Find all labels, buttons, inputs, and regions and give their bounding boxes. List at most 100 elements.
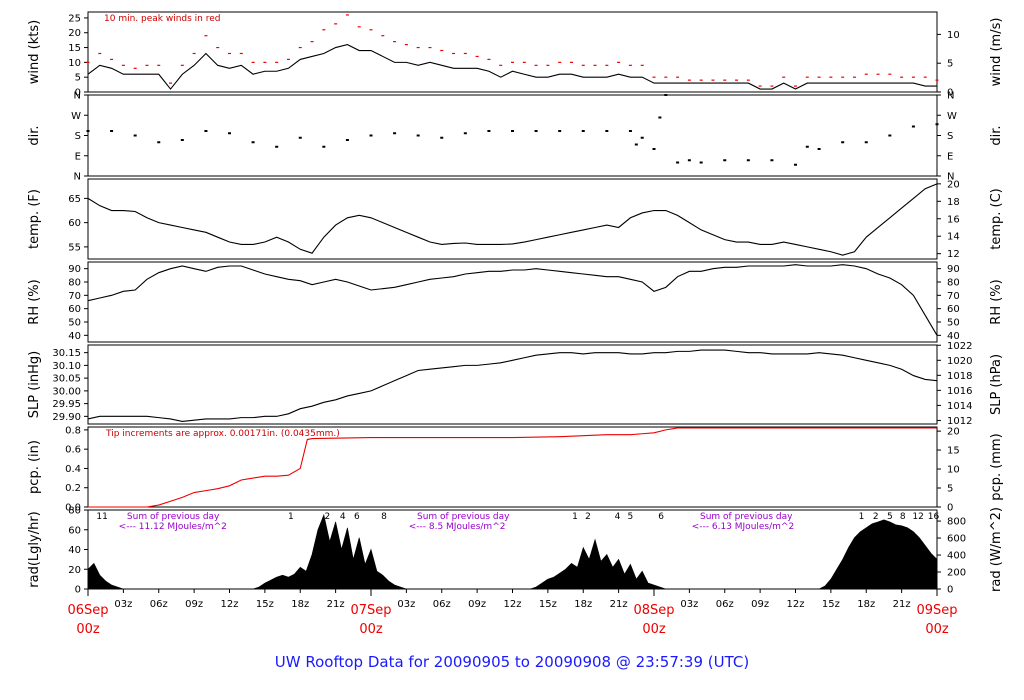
dir-point — [664, 94, 668, 96]
dir-point — [605, 130, 609, 132]
hour-tick-label: 03z — [680, 599, 698, 610]
dir-point — [204, 130, 208, 132]
rh-right-tick-label: 50 — [947, 318, 960, 329]
pcp-left-tick-label: 0.2 — [65, 483, 81, 494]
hour-tick-label: 12z — [221, 599, 239, 610]
day-hour-label: 00z — [76, 622, 100, 637]
rh-left-tick-label: 60 — [68, 304, 81, 315]
day-label: 06Sep — [67, 603, 108, 618]
dir-point — [110, 130, 114, 132]
dir-point — [440, 136, 444, 139]
rad-annotation: 1 — [288, 512, 294, 522]
rh-left-tick-label: 40 — [68, 331, 81, 342]
hour-tick-label: 03z — [397, 599, 415, 610]
rad-annotation: 5 — [887, 512, 893, 522]
dir-point — [298, 136, 302, 139]
dir-point — [345, 139, 349, 141]
hour-tick-label: 12z — [504, 599, 522, 610]
wind-right-tick-label: 5 — [947, 59, 953, 70]
temp-right-tick-label: 16 — [947, 214, 960, 225]
slp-right-tick-label: 1018 — [947, 371, 972, 382]
dir-point — [658, 116, 662, 119]
rad-annotation: 16 — [928, 512, 940, 522]
rh-right-tick-label: 60 — [947, 304, 960, 315]
rh-right-tick-label: 70 — [947, 291, 960, 302]
hour-tick-label: 21z — [893, 599, 911, 610]
rh-right-tick-label: 90 — [947, 264, 960, 275]
slp-right-tick-label: 1022 — [947, 341, 972, 352]
temp-ylabel-right: temp. (C) — [989, 188, 1004, 250]
wind-ylabel: wind (kts) — [27, 20, 42, 84]
figure-title: UW Rooftop Data for 20090905 to 20090908… — [275, 653, 749, 671]
dir-left-tick-label: S — [75, 131, 81, 142]
rad-right-tick-label: 400 — [947, 551, 966, 562]
dir-left-tick-label: N — [74, 172, 81, 183]
dir-point — [487, 130, 491, 132]
dir-right-tick-label: S — [947, 131, 953, 142]
rh-series-line — [87, 264, 938, 336]
slp-left-tick-label: 29.95 — [52, 399, 81, 410]
temp-left-tick-label: 55 — [68, 242, 81, 253]
rh-right-tick-label: 80 — [947, 278, 960, 289]
rad-annotation: 1 — [859, 512, 865, 522]
slp-right-tick-label: 1016 — [947, 386, 972, 397]
day-hour-label: 00z — [925, 622, 949, 637]
dir-point — [275, 145, 279, 148]
rh-frame — [87, 261, 938, 343]
rad-annotation: 8 — [381, 512, 387, 522]
pcp-panel: 0.0 0.2 0.4 0.6 0.8 0 5 10 15 20 pcp. (in) pcp. (mm… — [27, 425, 1004, 513]
rh-ylabel: RH (%) — [27, 279, 42, 324]
hour-tick-label: 15z — [539, 599, 557, 610]
wind-right-tick-label: 10 — [947, 30, 960, 41]
slp-left-tick-label: 29.90 — [52, 412, 81, 423]
dir-point — [699, 161, 703, 164]
dir-left-tick-label: W — [71, 111, 81, 122]
slp-left-tick-label: 30.00 — [52, 386, 81, 397]
rad-right-tick-label: 600 — [947, 534, 966, 545]
temp-panel: 55 60 65 12 14 16 18 20 temp. (F) temp. (C) — [27, 178, 1004, 260]
dir-ylabel-right: dir. — [989, 125, 1004, 145]
dir-point — [676, 161, 680, 164]
rad-annotation: 6 — [658, 512, 664, 522]
rad-left-tick-label: 40 — [68, 545, 81, 556]
slp-frame — [87, 344, 938, 425]
dir-point — [251, 141, 255, 144]
wind-left-tick-label: 0 — [75, 88, 81, 99]
dir-left-tick-label: N — [74, 91, 81, 102]
temp-left-tick-label: 65 — [68, 194, 81, 205]
rad-area — [87, 513, 938, 590]
wind-frame — [87, 11, 938, 93]
dir-point — [652, 148, 656, 150]
rad-annotation: 4 — [615, 512, 621, 522]
dir-point — [888, 134, 892, 137]
dir-right-tick-label: N — [947, 91, 954, 102]
rad-annotation: 12 — [912, 512, 923, 522]
rad-annotation: 8 — [900, 512, 906, 522]
pcp-left-tick-label: 0.4 — [65, 464, 81, 475]
dir-point — [228, 132, 231, 135]
dir-point — [534, 130, 538, 132]
dir-point — [935, 123, 939, 126]
dir-point — [640, 136, 644, 139]
rad-annotation: <--- 11.12 MJoules/m^2 — [119, 522, 227, 532]
dir-point — [322, 145, 326, 148]
pcp-frame — [87, 426, 938, 508]
slp-right-tick-label: 1012 — [947, 416, 972, 427]
wind-annotation: 10 min. peak winds in red — [104, 14, 221, 24]
dir-right-tick-label: W — [947, 111, 957, 122]
dir-point — [746, 159, 750, 162]
rad-left-tick-label: 20 — [68, 565, 81, 576]
rad-right-tick-label: 0 — [947, 585, 953, 596]
rad-annotation: 2 — [585, 512, 591, 522]
hour-tick-label: 21z — [610, 599, 628, 610]
time-axis: 03z 06z 09z 12z 15z 18z 21z 03z 06z 09z 12z 15z 18z 2… — [67, 589, 958, 637]
dir-right-tick-label: N — [947, 172, 954, 183]
wind-left-tick-label: 5 — [75, 73, 81, 84]
wind-ylabel-right: wind (m/s) — [989, 18, 1004, 87]
hour-tick-label: 15z — [256, 599, 274, 610]
rad-annotation: 2 — [873, 512, 879, 522]
